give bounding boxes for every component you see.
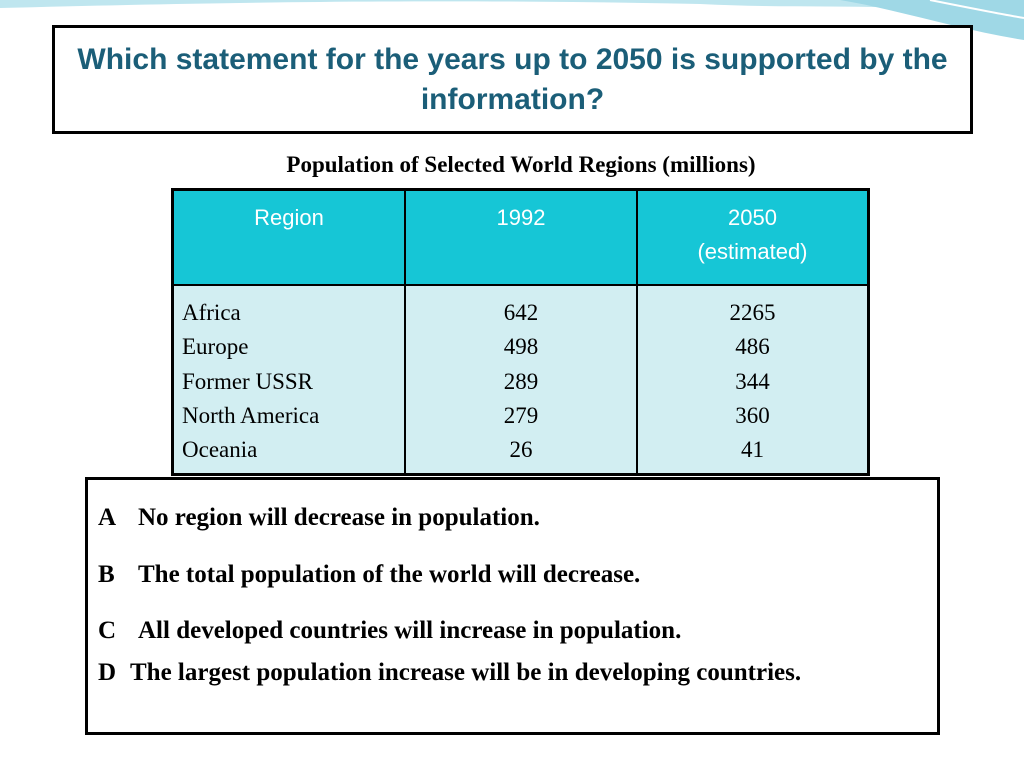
option-text: The largest population increase will be …: [130, 659, 802, 686]
region: Oceania: [182, 437, 258, 463]
column-cell: 642 498 289 279 26: [404, 284, 638, 476]
option-letter: D: [98, 659, 117, 686]
option-text: The total population of the world will d…: [138, 561, 641, 588]
value: 498: [503, 334, 539, 360]
region: Europe: [182, 334, 249, 360]
value: 41: [741, 437, 764, 463]
question: Which statement for the years up to 2050…: [77, 42, 948, 116]
header-text: 1992: [496, 205, 546, 230]
question-box: Which statement for the years up to 2050…: [52, 25, 973, 134]
region: Africa: [182, 300, 241, 325]
wave-decoration: [0, 0, 1024, 40]
option: A No region will decrease in population.: [98, 500, 540, 536]
table-title: Population of Selected World Regions (mi…: [286, 152, 756, 177]
header-text: 2050 (estimated): [697, 205, 808, 264]
population-table: Region 1992 2050 (estimated) Africa Europe F…: [171, 188, 870, 477]
value: 486: [735, 334, 770, 360]
header-row: Region 1992 2050 (estimated): [171, 188, 870, 286]
value: 2265: [729, 300, 776, 325]
column-header: 1992: [404, 188, 638, 286]
option-letter: C: [98, 617, 117, 644]
region: Former USSR: [182, 368, 313, 394]
option-text: All developed countries will increase in…: [138, 617, 682, 644]
header-text: Region: [254, 205, 324, 230]
value: 289: [503, 368, 539, 394]
option: B The total population of the world will …: [98, 557, 640, 593]
value: 26: [509, 437, 533, 463]
wave-line: [929, 0, 1024, 19]
region: North America: [182, 402, 320, 428]
wave: [0, 0, 1024, 20]
option-letter: A: [98, 504, 117, 531]
option-text: No region will decrease in population.: [138, 504, 540, 531]
option: C All developed countries will increase i…: [98, 613, 681, 649]
options-box: A No region will decrease in population. B…: [85, 477, 940, 735]
option-letter: B: [98, 561, 115, 588]
column-header: 2050 (estimated): [636, 188, 870, 286]
column-cell: 2265 486 344 360 41: [636, 284, 870, 476]
column-cell: Africa Europe Former USSR North America Ocea…: [171, 284, 406, 476]
column-header: Region: [171, 188, 406, 286]
option: D The largest population increase will be…: [98, 655, 918, 691]
value: 642: [503, 300, 539, 325]
value: 279: [503, 402, 539, 428]
value: 344: [735, 368, 770, 394]
value: 360: [735, 402, 770, 428]
body-row: Africa Europe Former USSR North America Ocea…: [171, 284, 870, 476]
